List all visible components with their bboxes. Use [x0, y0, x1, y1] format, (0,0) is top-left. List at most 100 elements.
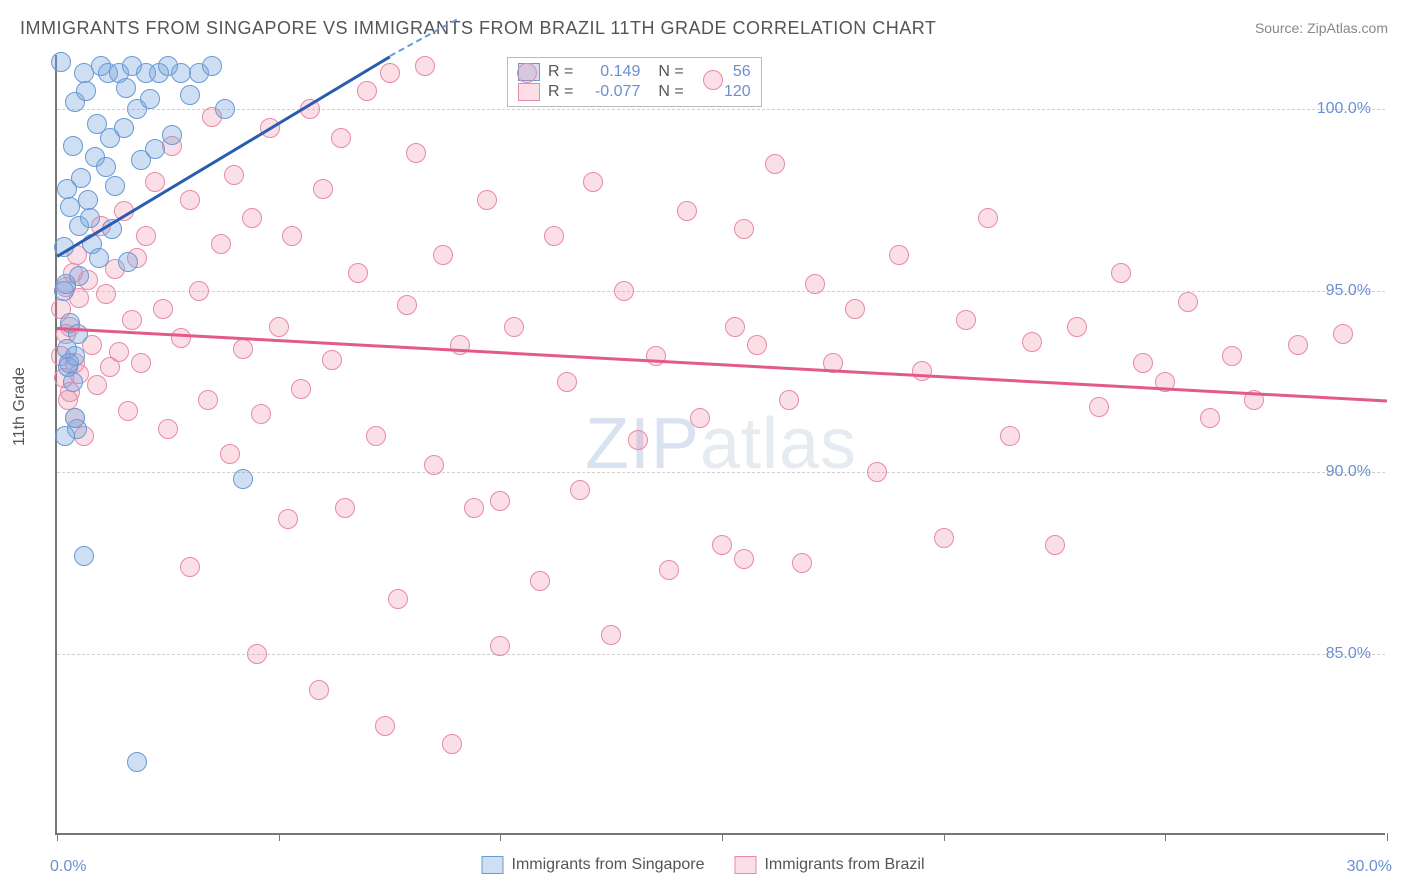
data-point: [131, 353, 151, 373]
y-axis-label: 11th Grade: [11, 367, 29, 446]
data-point: [442, 734, 462, 754]
data-point: [189, 281, 209, 301]
data-point: [78, 190, 98, 210]
data-point: [583, 172, 603, 192]
r-value: 0.149: [585, 63, 640, 81]
x-tick: [1387, 833, 1388, 841]
data-point: [646, 346, 666, 366]
data-point: [677, 201, 697, 221]
y-tick-label: 90.0%: [1326, 463, 1371, 481]
data-point: [912, 361, 932, 381]
data-point: [1111, 263, 1131, 283]
data-point: [331, 128, 351, 148]
data-point: [570, 480, 590, 500]
data-point: [114, 118, 134, 138]
data-point: [76, 81, 96, 101]
data-point: [1089, 397, 1109, 417]
data-point: [504, 317, 524, 337]
data-point: [956, 310, 976, 330]
n-label: N =: [658, 63, 683, 81]
data-point: [80, 208, 100, 228]
data-point: [450, 335, 470, 355]
data-point: [251, 404, 271, 424]
data-point: [406, 143, 426, 163]
data-point: [628, 430, 648, 450]
data-point: [1045, 535, 1065, 555]
data-point: [1178, 292, 1198, 312]
data-point: [1000, 426, 1020, 446]
data-point: [211, 234, 231, 254]
legend-item: Immigrants from Singapore: [482, 856, 705, 874]
data-point: [889, 245, 909, 265]
y-tick-label: 100.0%: [1317, 100, 1371, 118]
data-point: [1222, 346, 1242, 366]
data-point: [433, 245, 453, 265]
data-point: [65, 408, 85, 428]
data-point: [490, 636, 510, 656]
data-point: [934, 528, 954, 548]
data-point: [1022, 332, 1042, 352]
data-point: [171, 328, 191, 348]
data-point: [1067, 317, 1087, 337]
data-point: [734, 549, 754, 569]
data-point: [215, 99, 235, 119]
data-point: [247, 644, 267, 664]
trend-line: [56, 55, 390, 257]
trend-line: [57, 327, 1387, 402]
data-point: [63, 372, 83, 392]
data-point: [747, 335, 767, 355]
data-point: [530, 571, 550, 591]
data-point: [712, 535, 732, 555]
data-point: [703, 70, 723, 90]
data-point: [477, 190, 497, 210]
data-point: [375, 716, 395, 736]
data-point: [63, 136, 83, 156]
data-point: [1133, 353, 1153, 373]
data-point: [180, 190, 200, 210]
data-point: [765, 154, 785, 174]
data-point: [734, 219, 754, 239]
data-point: [792, 553, 812, 573]
data-point: [122, 310, 142, 330]
data-point: [69, 266, 89, 286]
data-point: [322, 350, 342, 370]
data-point: [415, 56, 435, 76]
data-point: [180, 85, 200, 105]
data-point: [380, 63, 400, 83]
data-point: [424, 455, 444, 475]
data-point: [198, 390, 218, 410]
data-point: [233, 339, 253, 359]
data-point: [805, 274, 825, 294]
data-point: [87, 375, 107, 395]
legend-stats: R =0.149N =56R =-0.077N =120: [507, 57, 762, 107]
data-point: [291, 379, 311, 399]
data-point: [544, 226, 564, 246]
data-point: [105, 176, 125, 196]
data-point: [54, 281, 74, 301]
legend-swatch: [518, 83, 540, 101]
data-point: [59, 353, 79, 373]
data-point: [153, 299, 173, 319]
data-point: [388, 589, 408, 609]
data-point: [867, 462, 887, 482]
data-point: [725, 317, 745, 337]
data-point: [557, 372, 577, 392]
gridline: [57, 472, 1385, 473]
data-point: [269, 317, 289, 337]
data-point: [313, 179, 333, 199]
x-tick-max: 30.0%: [1347, 858, 1392, 876]
data-point: [224, 165, 244, 185]
data-point: [366, 426, 386, 446]
data-point: [614, 281, 634, 301]
x-tick: [722, 833, 723, 841]
data-point: [145, 172, 165, 192]
x-tick: [944, 833, 945, 841]
data-point: [96, 157, 116, 177]
data-point: [57, 179, 77, 199]
data-point: [74, 546, 94, 566]
data-point: [490, 491, 510, 511]
y-tick-label: 95.0%: [1326, 282, 1371, 300]
legend-label: Immigrants from Singapore: [512, 856, 705, 873]
data-point: [180, 557, 200, 577]
data-point: [278, 509, 298, 529]
